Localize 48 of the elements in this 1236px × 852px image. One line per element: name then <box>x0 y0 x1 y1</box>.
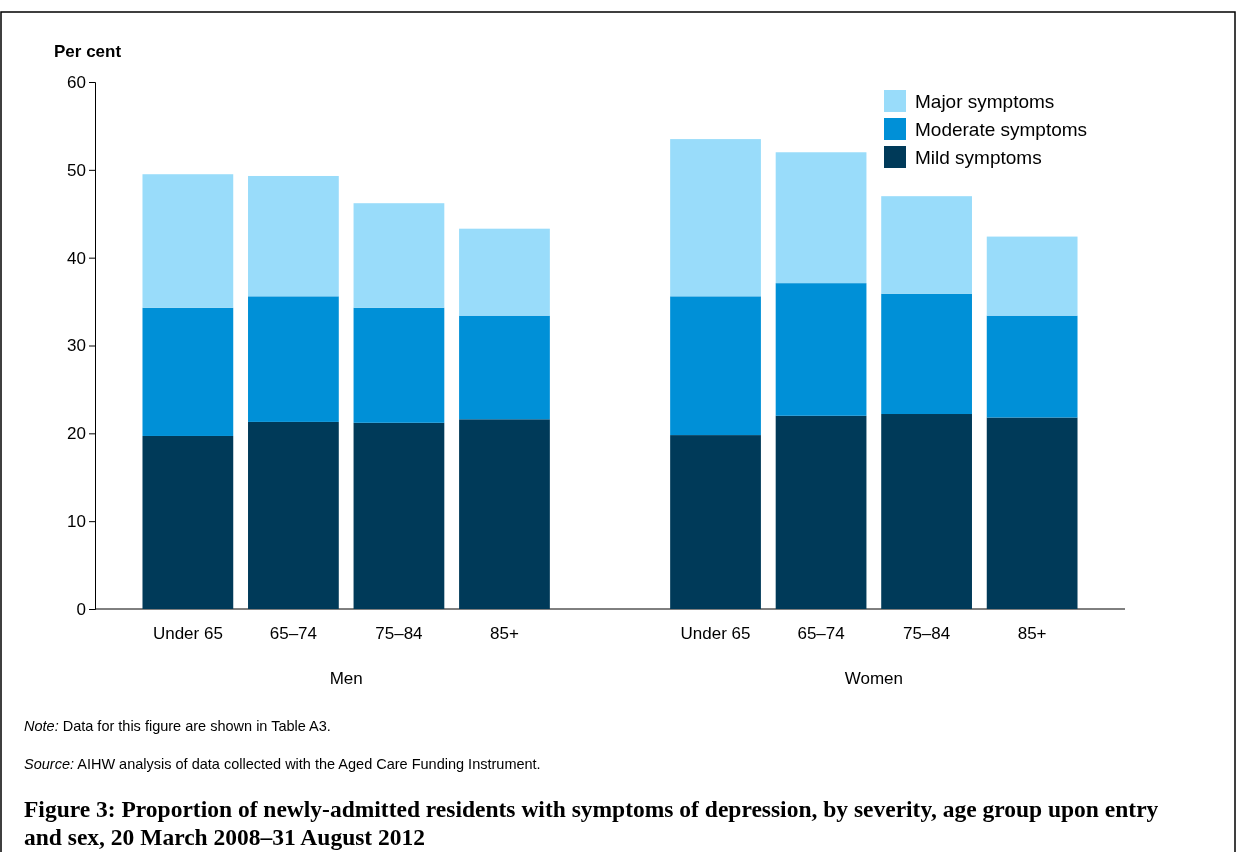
bar <box>248 175 339 297</box>
legend-label: Mild symptoms <box>915 147 1042 168</box>
y-tick-label: 30 <box>67 336 86 356</box>
x-tick-label: 85+ <box>490 624 519 644</box>
bar <box>353 307 445 423</box>
bar <box>353 422 445 609</box>
bar <box>142 435 234 609</box>
bar <box>881 414 972 609</box>
bar <box>986 315 1078 418</box>
source-note: Source: AIHW analysis of data collected with the Aged Care Funding Instrument. <box>24 756 541 772</box>
bar <box>881 293 972 415</box>
x-tick-label: 75–84 <box>902 624 951 644</box>
bar <box>775 152 867 284</box>
bar <box>881 196 972 294</box>
y-tick-label: 60 <box>67 72 86 92</box>
bar <box>670 139 761 297</box>
bar <box>986 417 1078 609</box>
text: Women <box>844 669 903 688</box>
x-tick-label: 75–84 <box>375 624 423 644</box>
bar <box>775 415 867 609</box>
y-tick-label: 50 <box>67 160 86 180</box>
text: Figure 3: Proportion of newly-admitted residents with symptoms of depression, by severity, age group upon entry and sex, 20 March 2008–31 August 2012 <box>24 796 1159 850</box>
y-axis-title: Per cent <box>54 42 122 61</box>
legend-label: Moderate symptoms <box>915 119 1088 140</box>
y-tick-label: 40 <box>67 248 86 268</box>
x-tick-label: Under 65 <box>152 624 223 644</box>
x-tick-label: 65–74 <box>797 624 845 644</box>
y-tick-label: 20 <box>67 424 86 444</box>
bar <box>353 203 445 308</box>
bar <box>459 419 550 609</box>
text: Note: Data for this figure are shown in Table A3. <box>24 718 331 734</box>
bar <box>459 228 550 316</box>
bar <box>986 236 1078 316</box>
x-tick-label: Under 65 <box>680 624 751 644</box>
bar <box>670 435 761 609</box>
bar <box>459 315 550 420</box>
bar <box>775 283 867 416</box>
bar <box>142 174 234 308</box>
bar <box>248 421 339 609</box>
x-tick-label: 65–74 <box>269 624 318 644</box>
x-tick-label: 85+ <box>1017 624 1047 644</box>
y-tick-label: 0 <box>76 599 86 619</box>
legend-label: Major symptoms <box>915 91 1055 112</box>
bar <box>142 307 234 436</box>
text: Men <box>329 669 363 688</box>
bar <box>670 296 761 436</box>
bar <box>248 296 339 422</box>
y-tick-label: 10 <box>67 512 86 532</box>
